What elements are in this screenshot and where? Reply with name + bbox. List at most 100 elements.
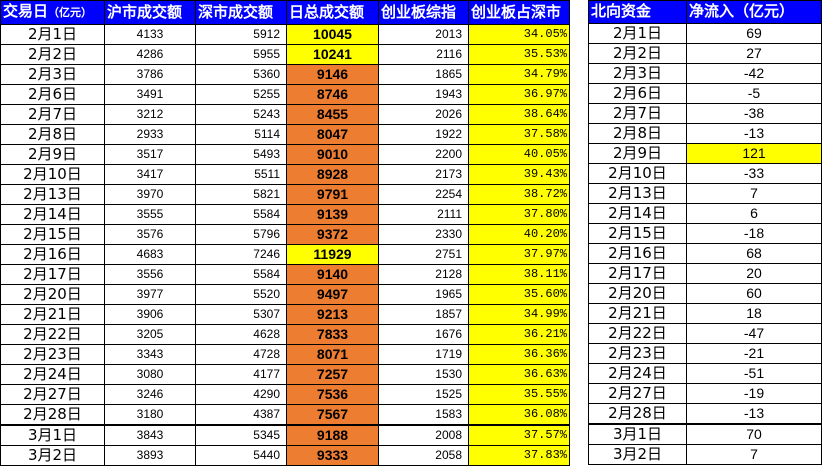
cell-date[interactable]: 2月23日 [588,343,687,364]
cell-chinext-index[interactable]: 1530 [378,364,469,385]
cell-chinext-index[interactable]: 1865 [378,64,469,85]
cell-sh-volume[interactable]: 3893 [104,445,196,466]
cell-net-inflow[interactable]: -19 [686,383,822,404]
header-northbound[interactable]: 北向资金 [588,0,687,24]
cell-sh-volume[interactable]: 4683 [104,244,196,265]
cell-chinext-share[interactable]: 40.20% [468,224,570,245]
cell-date[interactable]: 2月3日 [0,64,105,85]
cell-sz-volume[interactable]: 5912 [195,24,287,45]
cell-date[interactable]: 2月9日 [0,144,105,165]
cell-net-inflow[interactable]: 7 [686,183,822,204]
cell-total-volume[interactable]: 9139 [286,204,379,225]
cell-date[interactable]: 2月1日 [0,24,105,45]
cell-date[interactable]: 2月28日 [0,404,105,426]
cell-sz-volume[interactable]: 4177 [195,364,287,385]
cell-total-volume[interactable]: 8455 [286,104,379,125]
cell-date[interactable]: 2月9日 [588,143,687,164]
cell-sz-volume[interactable]: 4728 [195,344,287,365]
cell-sz-volume[interactable]: 4628 [195,324,287,345]
cell-date[interactable]: 2月20日 [588,283,687,304]
cell-date[interactable]: 2月13日 [588,183,687,204]
cell-date[interactable]: 2月27日 [0,384,105,405]
cell-date[interactable]: 2月2日 [588,43,687,64]
cell-total-volume[interactable]: 9146 [286,64,379,85]
header-total-volume[interactable]: 日总成交额 [286,0,379,25]
cell-sh-volume[interactable]: 3212 [104,104,196,125]
cell-chinext-index[interactable]: 2058 [378,445,469,466]
cell-sh-volume[interactable]: 3517 [104,144,196,165]
cell-sh-volume[interactable]: 3556 [104,264,196,285]
cell-date[interactable]: 2月13日 [0,184,105,205]
cell-total-volume[interactable]: 8071 [286,344,379,365]
cell-sh-volume[interactable]: 3786 [104,64,196,85]
cell-chinext-index[interactable]: 2111 [378,204,469,225]
header-chinext-share[interactable]: 创业板占深市 [468,0,570,25]
cell-total-volume[interactable]: 7567 [286,404,379,426]
cell-date[interactable]: 2月3日 [588,63,687,84]
cell-chinext-index[interactable]: 1965 [378,284,469,305]
cell-chinext-index[interactable]: 1943 [378,84,469,105]
cell-total-volume[interactable]: 8746 [286,84,379,105]
cell-net-inflow[interactable]: 60 [686,283,822,304]
cell-total-volume[interactable]: 7536 [286,384,379,405]
cell-date[interactable]: 2月27日 [588,383,687,404]
cell-net-inflow[interactable]: -51 [686,363,822,384]
cell-sh-volume[interactable]: 3970 [104,184,196,205]
cell-sz-volume[interactable]: 5584 [195,264,287,285]
cell-total-volume[interactable]: 8928 [286,164,379,185]
cell-net-inflow[interactable]: -47 [686,323,822,344]
cell-net-inflow[interactable]: 20 [686,263,822,284]
cell-total-volume[interactable]: 8047 [286,124,379,145]
cell-sh-volume[interactable]: 3576 [104,224,196,245]
cell-chinext-share[interactable]: 38.11% [468,264,570,285]
cell-sz-volume[interactable]: 4387 [195,404,287,426]
cell-total-volume[interactable]: 9140 [286,264,379,285]
cell-sz-volume[interactable]: 5821 [195,184,287,205]
cell-sz-volume[interactable]: 5584 [195,204,287,225]
cell-net-inflow[interactable]: 70 [686,423,822,445]
cell-net-inflow[interactable]: -13 [686,123,822,144]
cell-sz-volume[interactable]: 5955 [195,44,287,65]
cell-chinext-index[interactable]: 2128 [378,264,469,285]
cell-net-inflow[interactable]: 68 [686,243,822,264]
cell-chinext-share[interactable]: 34.05% [468,24,570,45]
cell-net-inflow[interactable]: -13 [686,403,822,425]
cell-net-inflow[interactable]: 6 [686,203,822,224]
cell-chinext-index[interactable]: 2330 [378,224,469,245]
cell-sz-volume[interactable]: 5796 [195,224,287,245]
cell-date[interactable]: 2月14日 [0,204,105,225]
cell-sh-volume[interactable]: 4286 [104,44,196,65]
cell-date[interactable]: 2月22日 [0,324,105,345]
cell-date[interactable]: 2月23日 [0,344,105,365]
cell-net-inflow[interactable]: -18 [686,223,822,244]
cell-chinext-share[interactable]: 36.36% [468,344,570,365]
cell-date[interactable]: 2月2日 [0,44,105,65]
cell-date[interactable]: 2月28日 [588,403,687,425]
cell-net-inflow[interactable]: 7 [686,444,822,465]
cell-chinext-index[interactable]: 1719 [378,344,469,365]
cell-total-volume[interactable]: 9010 [286,144,379,165]
cell-chinext-share[interactable]: 35.55% [468,384,570,405]
cell-date[interactable]: 2月7日 [588,103,687,124]
cell-sh-volume[interactable]: 3843 [104,424,196,446]
cell-sz-volume[interactable]: 5360 [195,64,287,85]
cell-net-inflow[interactable]: 18 [686,303,822,324]
cell-sh-volume[interactable]: 3977 [104,284,196,305]
header-trading-day[interactable]: 交易日（亿元） [0,0,105,25]
cell-chinext-index[interactable]: 2751 [378,244,469,265]
cell-sh-volume[interactable]: 3180 [104,404,196,426]
cell-date[interactable]: 2月24日 [588,363,687,384]
cell-chinext-share[interactable]: 36.21% [468,324,570,345]
cell-total-volume[interactable]: 9333 [286,445,379,466]
cell-total-volume[interactable]: 9372 [286,224,379,245]
cell-date[interactable]: 2月16日 [588,243,687,264]
cell-sz-volume[interactable]: 5243 [195,104,287,125]
cell-chinext-index[interactable]: 2026 [378,104,469,125]
cell-sz-volume[interactable]: 4290 [195,384,287,405]
cell-chinext-share[interactable]: 37.58% [468,124,570,145]
cell-total-volume[interactable]: 9791 [286,184,379,205]
cell-date[interactable]: 2月6日 [588,83,687,104]
cell-sh-volume[interactable]: 3555 [104,204,196,225]
cell-date[interactable]: 2月21日 [0,304,105,325]
cell-total-volume[interactable]: 7833 [286,324,379,345]
